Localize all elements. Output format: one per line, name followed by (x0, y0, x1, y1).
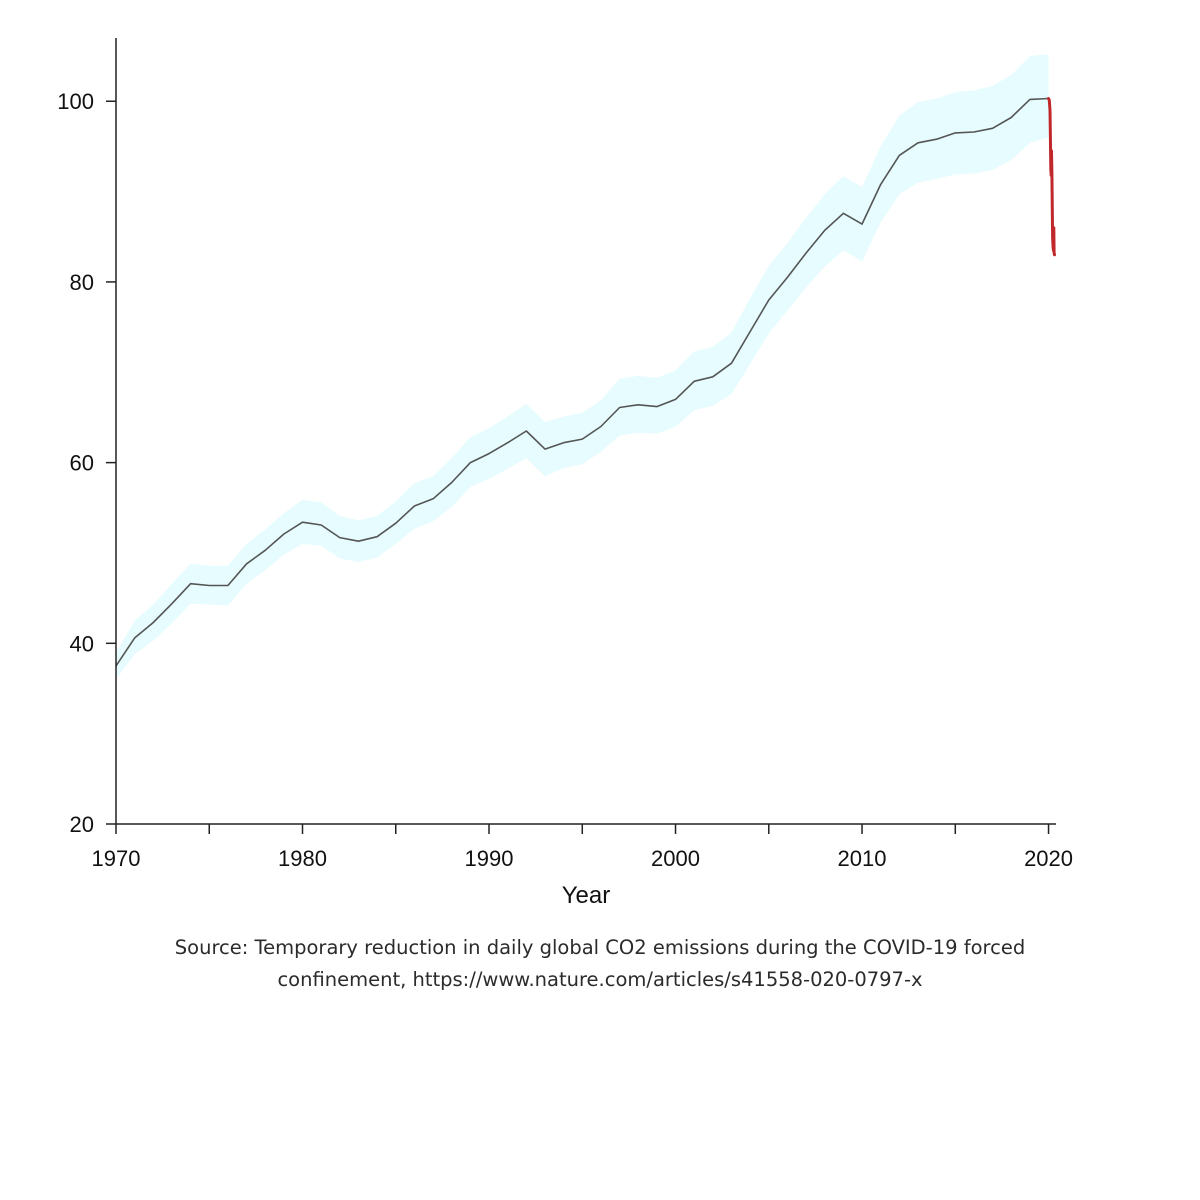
axes: 20 40 60 80 100 1970 1980 1990 2000 2010 2020 (57, 38, 1073, 871)
daily-2020-drop-line (1047, 97, 1056, 257)
uncertainty-band (116, 54, 1049, 680)
uncertainty-band-layer (116, 54, 1049, 680)
x-tick-label: 1990 (465, 846, 514, 871)
y-tick-label: 100 (57, 89, 94, 114)
x-axis-title: Year (562, 882, 611, 909)
x-tick-label: 1970 (92, 846, 141, 871)
source-caption: Source: Temporary reduction in daily glo… (100, 932, 1100, 996)
y-tick-label: 80 (70, 270, 94, 295)
x-tick-label: 2000 (651, 846, 700, 871)
y-tick-label: 40 (70, 631, 94, 656)
source-caption-line-1: Source: Temporary reduction in daily glo… (174, 936, 1026, 959)
x-tick-label: 2010 (838, 846, 887, 871)
y-tick-label: 60 (70, 451, 94, 476)
annual-emissions-line (115, 97, 1049, 667)
series-layer (115, 97, 1056, 667)
x-tick-label: 1980 (278, 846, 327, 871)
source-caption-line-2: confinement, https://www.nature.com/arti… (277, 968, 923, 991)
x-tick-label: 2020 (1024, 846, 1073, 871)
y-tick-label: 20 (70, 812, 94, 837)
